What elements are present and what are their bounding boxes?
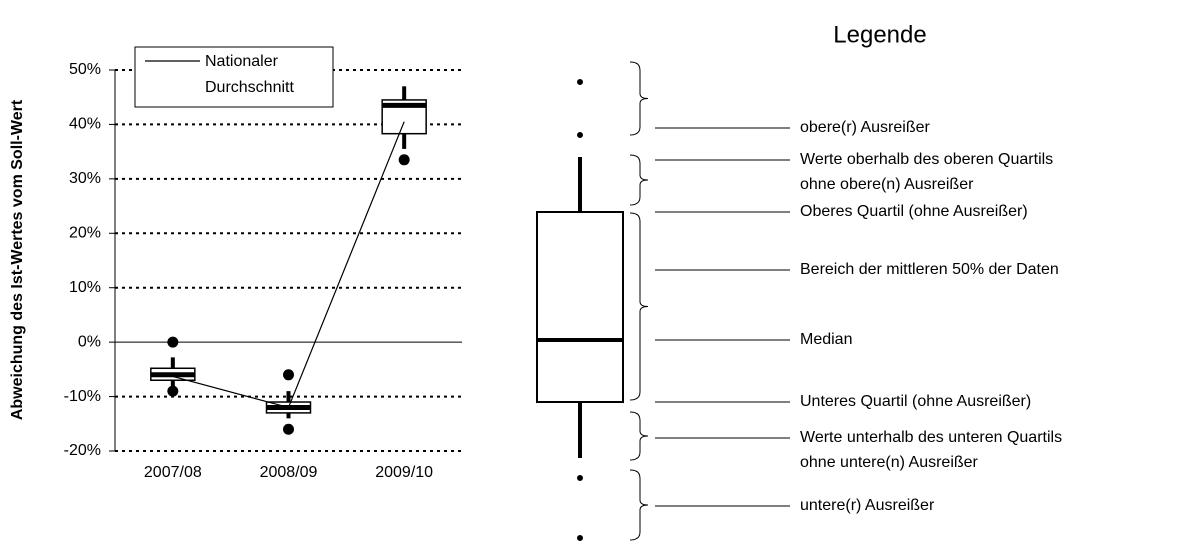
- brace: [629, 61, 649, 136]
- y-tick-label: 10%: [69, 279, 101, 296]
- legend-outlier: [577, 79, 583, 85]
- y-tick-label: -10%: [64, 388, 101, 405]
- outlier: [167, 385, 179, 397]
- legend-item-text: Werte oberhalb des oberen Quartils: [800, 151, 1053, 168]
- y-tick-label: 50%: [69, 61, 101, 78]
- brace: [629, 411, 649, 461]
- legend-item-text: obere(r) Ausreißer: [800, 119, 930, 136]
- legend-item-text: Bereich der mittleren 50% der Daten: [800, 261, 1059, 278]
- legend-label: Nationaler Durchschnitt: [205, 53, 294, 96]
- y-tick-label: 20%: [69, 225, 101, 242]
- legend-frame: [134, 46, 334, 108]
- y-axis-label: Abweichung des Ist-Wertes vom Soll-Wert: [9, 99, 26, 420]
- legend-diagram: [536, 61, 790, 541]
- brace: [629, 212, 649, 401]
- y-tick-label: -20%: [64, 442, 101, 459]
- legend-item-text: Unteres Quartil (ohne Ausreißer): [800, 393, 1031, 410]
- legend-outlier: [577, 535, 583, 541]
- outlier: [398, 154, 410, 166]
- legend-item-text: Oberes Quartil (ohne Ausreißer): [800, 203, 1028, 220]
- legend-item-text: Werte unterhalb des unteren Quartils: [800, 429, 1062, 446]
- brace: [629, 154, 649, 206]
- legend-item-text: untere(r) Ausreißer: [800, 497, 935, 514]
- legend-outlier: [577, 475, 583, 481]
- outlier: [283, 423, 294, 435]
- y-tick-label: 30%: [69, 170, 101, 187]
- x-tick-label: 2009/10: [375, 464, 433, 481]
- x-tick-label: 2008/09: [260, 464, 318, 481]
- legend-outlier: [577, 132, 583, 138]
- line-series: [172, 121, 405, 409]
- y-tick-label: 0%: [78, 333, 101, 350]
- outlier: [167, 336, 179, 348]
- legend-title: Legende: [833, 21, 926, 48]
- outlier: [283, 369, 294, 381]
- brace: [629, 469, 649, 541]
- x-tick-label: 2007/08: [144, 464, 202, 481]
- y-tick-label: 40%: [69, 116, 101, 133]
- legend-item-text: ohne untere(n) Ausreißer: [800, 454, 979, 471]
- legend-item-text: ohne obere(n) Ausreißer: [800, 176, 974, 193]
- legend-item-text: Median: [800, 331, 852, 348]
- legend-box: [536, 211, 624, 403]
